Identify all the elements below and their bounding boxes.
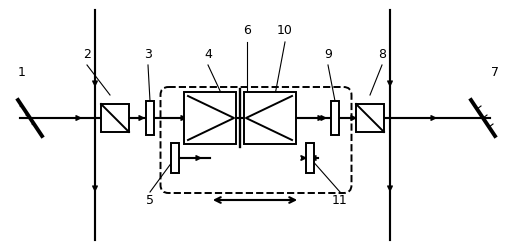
Text: 3: 3 — [144, 48, 152, 62]
Text: 7: 7 — [491, 66, 499, 78]
Text: 8: 8 — [378, 48, 386, 62]
Bar — [306, 143, 314, 173]
Text: 11: 11 — [332, 194, 348, 206]
Text: 1: 1 — [18, 66, 26, 78]
Bar — [146, 101, 154, 135]
Text: 2: 2 — [83, 48, 91, 62]
Text: 5: 5 — [146, 194, 154, 206]
Bar — [184, 92, 236, 144]
Bar — [171, 143, 179, 173]
Bar — [331, 101, 339, 135]
Text: 6: 6 — [243, 24, 251, 36]
Bar — [101, 104, 129, 132]
Bar — [244, 92, 296, 144]
Text: 9: 9 — [324, 48, 332, 62]
Text: 4: 4 — [204, 48, 212, 62]
Bar — [356, 104, 384, 132]
Text: 10: 10 — [277, 24, 293, 36]
